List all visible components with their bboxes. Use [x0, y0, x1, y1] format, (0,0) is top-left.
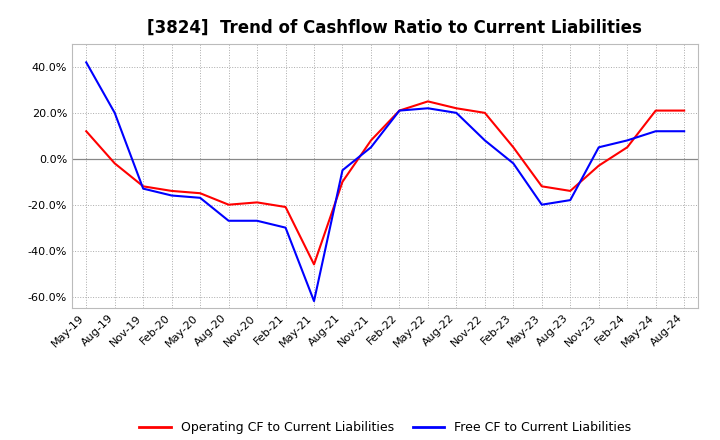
Text: [3824]  Trend of Cashflow Ratio to Current Liabilities: [3824] Trend of Cashflow Ratio to Curren…: [147, 19, 642, 37]
Legend: Operating CF to Current Liabilities, Free CF to Current Liabilities: Operating CF to Current Liabilities, Fre…: [135, 416, 636, 439]
